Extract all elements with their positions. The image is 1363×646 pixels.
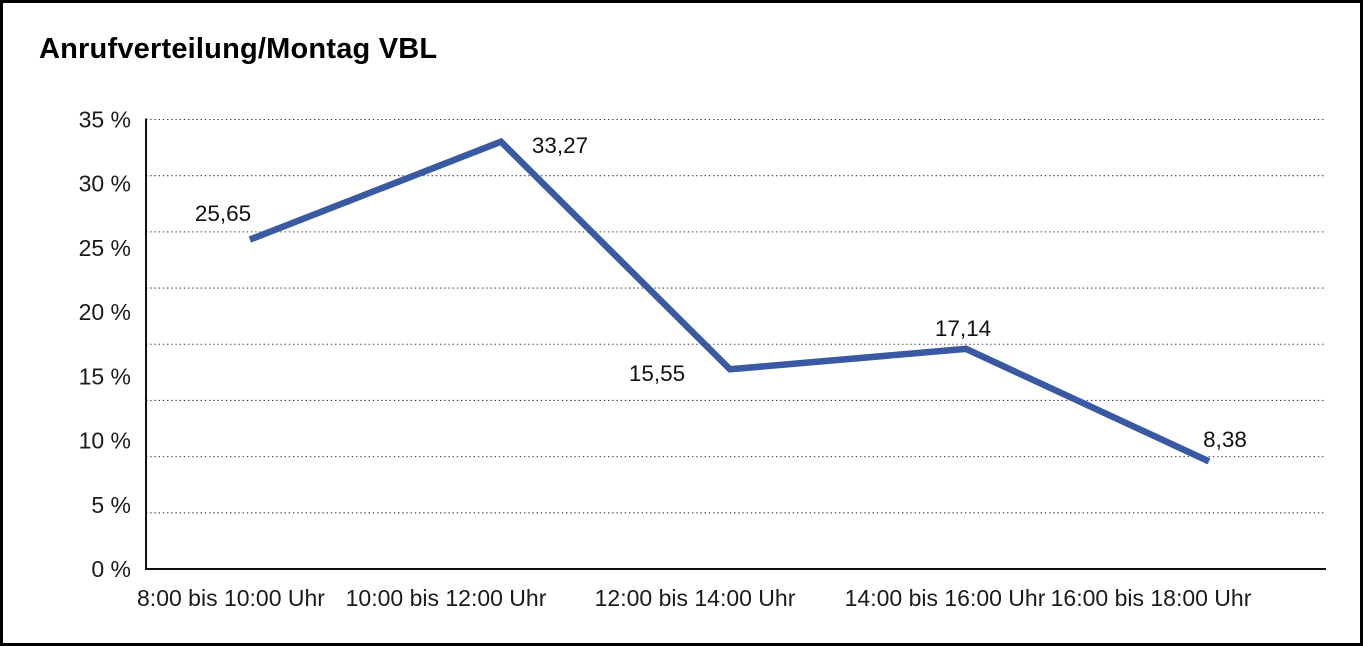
y-tick-label: 10 % — [79, 428, 131, 454]
y-tick-label: 30 % — [79, 171, 131, 197]
y-tick-label: 20 % — [79, 299, 131, 325]
value-label: 25,65 — [195, 201, 251, 226]
y-tick-label: 35 % — [79, 107, 131, 133]
line-chart: 35 % 30 % 25 % 20 % 15 % 10 % 5 % 0 %8:00 bis 1… — [79, 107, 1326, 611]
y-tick-label: 25 % — [79, 235, 131, 261]
value-label: 17,14 — [935, 316, 991, 341]
data-line — [248, 137, 1211, 465]
y-tick-label: 0 % — [91, 556, 131, 582]
x-category-label: 12:00 bis 14:00 Uhr — [595, 585, 796, 611]
x-category-label: 8:00 bis 10:00 Uhr — [137, 585, 325, 611]
chart-title: Anrufverteilung/Montag VBL — [39, 33, 438, 65]
y-tick-label: 15 % — [79, 363, 131, 389]
y-tick-label: 5 % — [91, 492, 131, 518]
value-label: 33,27 — [532, 133, 588, 158]
x-category-label: 16:00 bis 18:00 Uhr — [1051, 585, 1252, 611]
value-label: 15,55 — [629, 361, 685, 386]
x-category-label: 10:00 bis 12:00 Uhr — [346, 585, 547, 611]
x-category-label: 14:00 bis 16:00 Uhr — [845, 585, 1046, 611]
value-label: 8,38 — [1203, 427, 1247, 452]
